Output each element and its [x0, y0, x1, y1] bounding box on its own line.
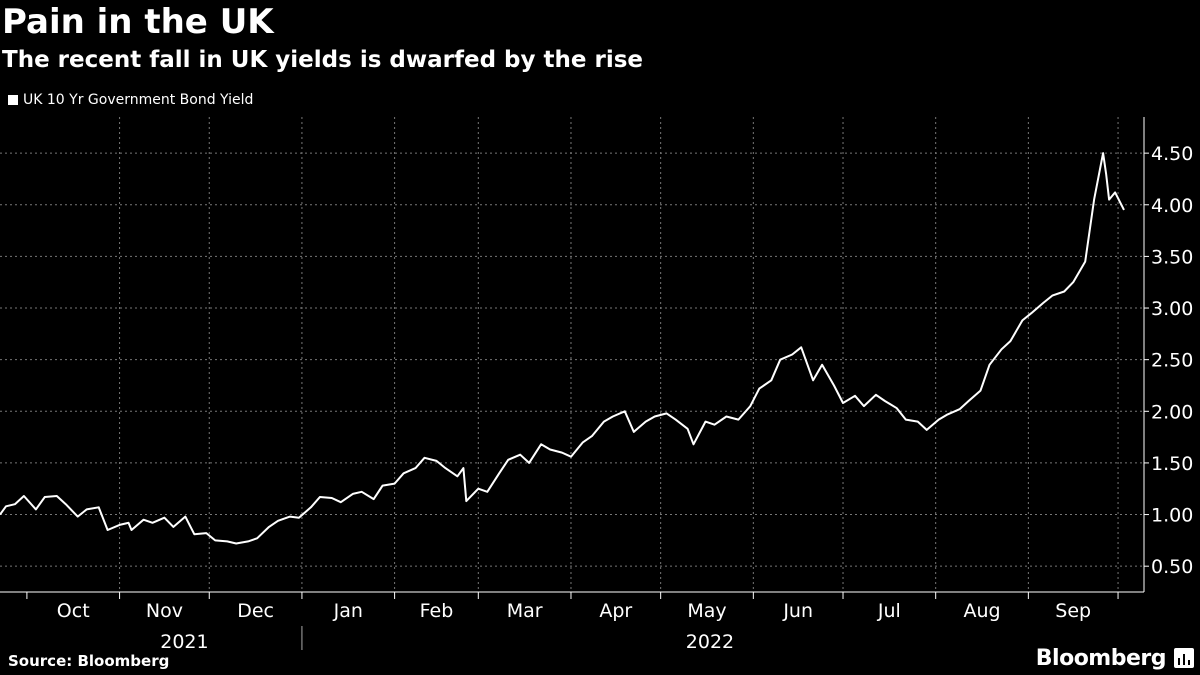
y-tick-label: 3.00 — [1151, 298, 1193, 320]
x-tick-label: May — [687, 600, 726, 622]
year-label: 2021 — [160, 631, 208, 653]
y-tick-label: 2.50 — [1151, 350, 1193, 372]
x-tick-label: Jul — [877, 600, 901, 622]
y-tick-label: 4.00 — [1151, 195, 1193, 217]
y-tick-label: 4.50 — [1151, 143, 1193, 165]
legend-swatch — [8, 95, 18, 105]
x-tick-label: Dec — [237, 600, 274, 622]
legend-label: UK 10 Yr Government Bond Yield — [23, 92, 254, 108]
x-tick-label: Aug — [963, 600, 1000, 622]
chart-subtitle: The recent fall in UK yields is dwarfed … — [2, 47, 644, 73]
legend: UK 10 Yr Government Bond Yield — [8, 90, 253, 110]
series-layer — [0, 152, 1125, 545]
x-tick-label: Mar — [507, 600, 543, 622]
x-tick-label: Jan — [333, 600, 363, 622]
x-tick-label: Nov — [146, 600, 183, 622]
brand-logo-text: Bloomberg — [1035, 646, 1167, 671]
bloomberg-terminal-icon — [1174, 648, 1194, 668]
series-line — [0, 152, 1125, 545]
x-tick-label: Feb — [420, 600, 454, 622]
y-tick-label: 2.00 — [1151, 401, 1193, 423]
y-tick-label: 1.00 — [1151, 505, 1193, 527]
x-tick-label: Jun — [782, 600, 813, 622]
year-label: 2022 — [686, 631, 734, 653]
x-tick-label: Sep — [1055, 600, 1091, 622]
grid-lines — [0, 117, 1144, 592]
y-tick-label: 3.50 — [1151, 246, 1193, 268]
axes: 0.50 1.00 1.50 2.00 2.50 3.00 3.50 4.00 4.50 Oct N… — [0, 117, 1193, 653]
x-tick-label: Oct — [57, 600, 90, 622]
chart-title: Pain in the UK — [2, 2, 274, 42]
x-tick-label: Apr — [599, 600, 632, 622]
y-tick-label: 0.50 — [1151, 556, 1193, 578]
y-tick-label: 1.50 — [1151, 453, 1193, 475]
source-note: Source: Bloomberg — [8, 652, 170, 670]
